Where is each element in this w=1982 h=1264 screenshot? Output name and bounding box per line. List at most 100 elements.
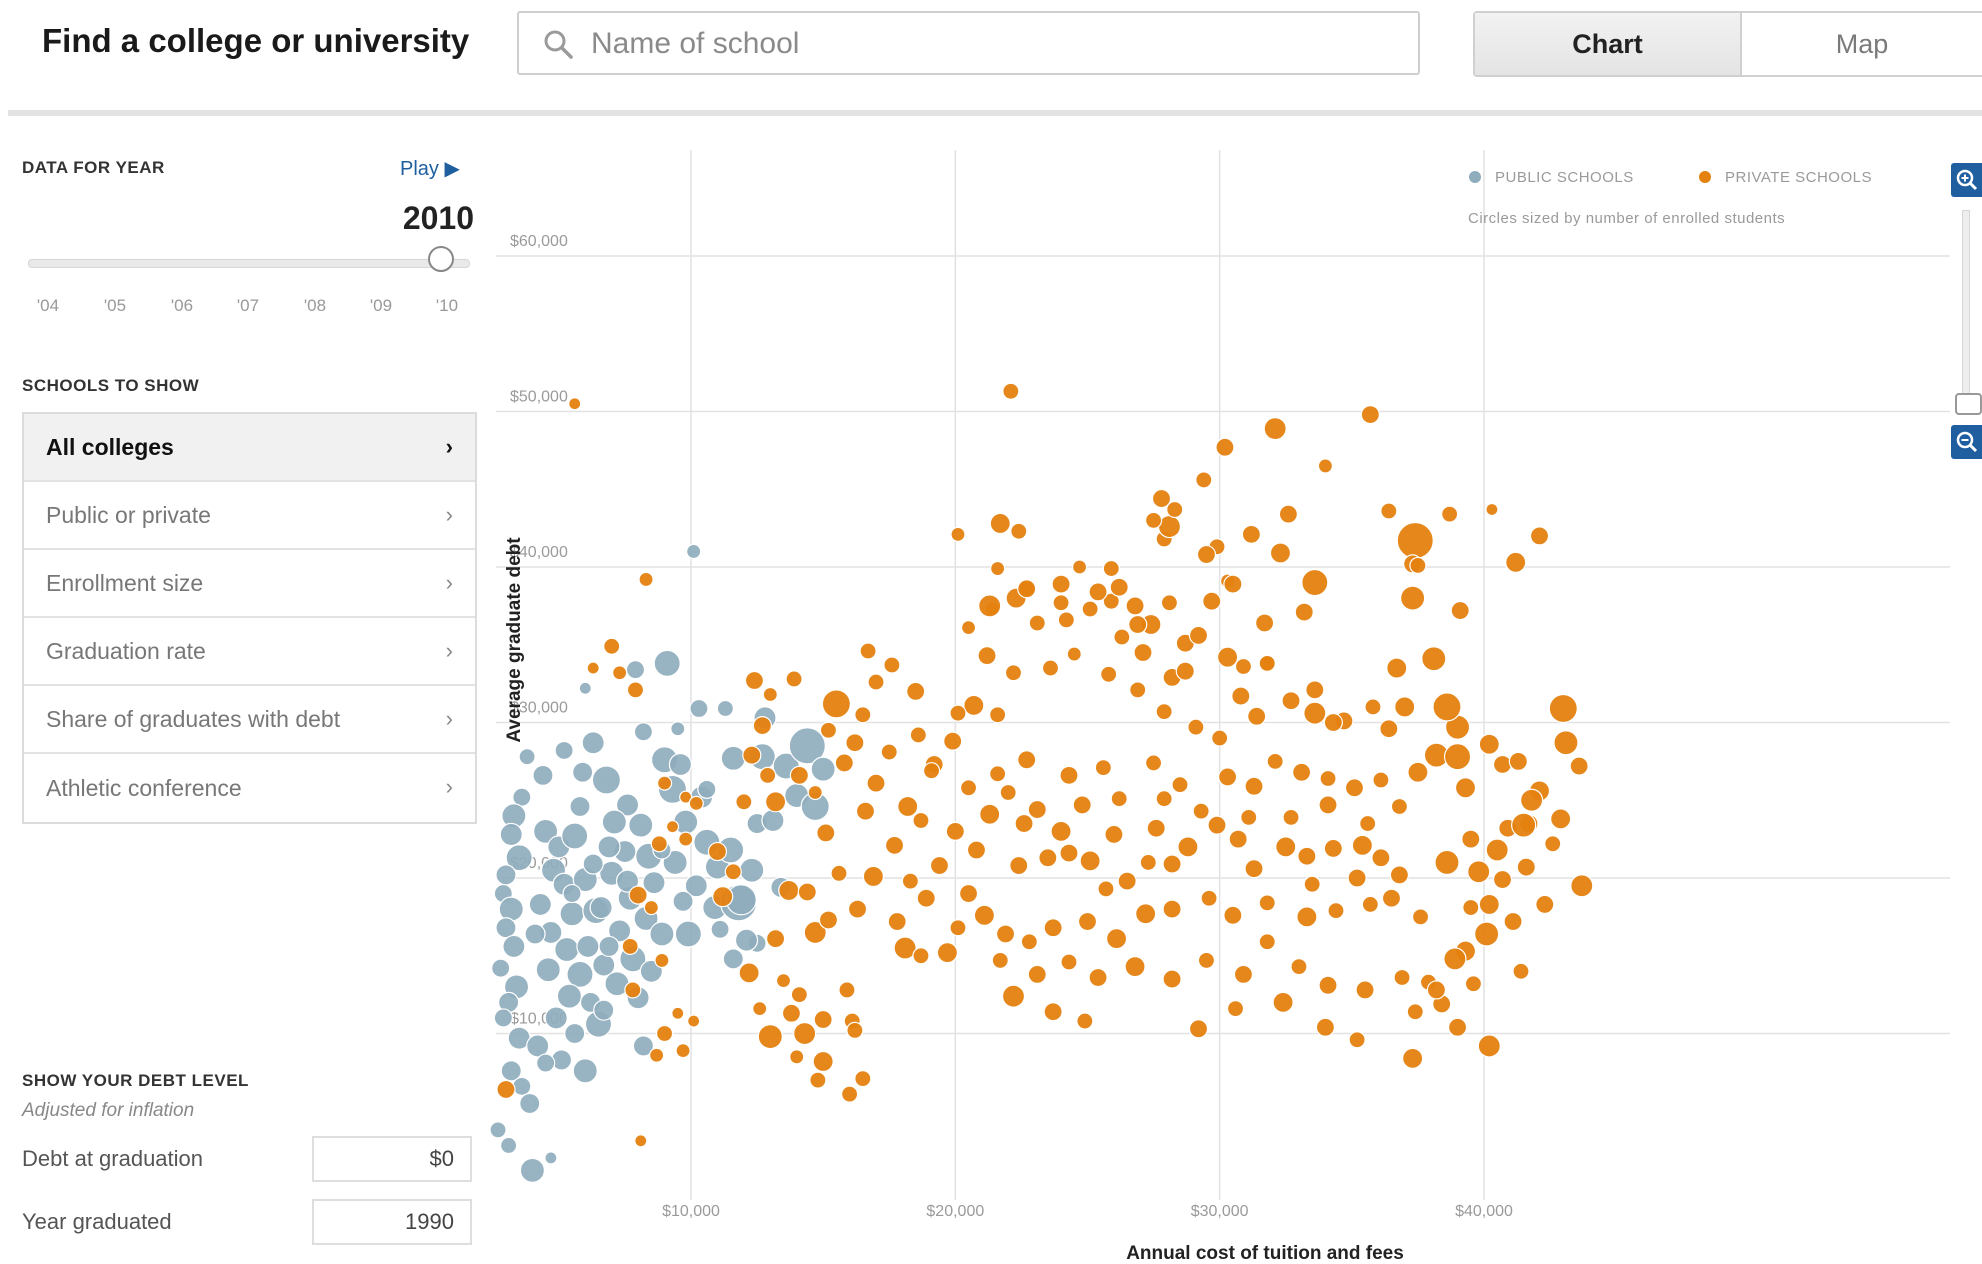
tab-map[interactable]: Map — [1835, 28, 1889, 59]
private-school-point — [1017, 579, 1037, 599]
private-school-point — [656, 775, 673, 791]
public-school-point — [662, 849, 688, 876]
public-school-point — [672, 890, 694, 912]
private-school-point — [958, 883, 979, 904]
filter-all-colleges[interactable]: All colleges › — [24, 414, 475, 482]
private-school-point — [847, 899, 868, 919]
tab-chart[interactable]: Chart — [1475, 13, 1742, 75]
filter-athletic-conference[interactable]: Athletic conference › — [24, 754, 475, 822]
private-school-point — [1278, 504, 1298, 524]
year-slider[interactable] — [28, 259, 470, 268]
private-school-point — [724, 863, 742, 881]
public-school-point — [642, 871, 666, 895]
year-graduated-field[interactable] — [312, 1199, 472, 1245]
public-school-point — [561, 822, 589, 850]
zoom-slider[interactable] — [1962, 210, 1970, 407]
private-school-point — [1155, 703, 1173, 721]
private-school-point — [655, 1024, 674, 1043]
private-school-point — [1443, 743, 1472, 771]
private-school-point — [859, 642, 877, 660]
page-title: Find a college or university — [42, 22, 470, 59]
year-slider-ticks: '04 '05 '06 '07 '08 '09 '10 — [30, 296, 470, 316]
private-school-point — [789, 765, 809, 785]
zoom-in-button[interactable] — [1951, 163, 1982, 197]
private-school-point — [1228, 829, 1248, 849]
public-school-point — [576, 934, 600, 959]
private-school-point — [1255, 613, 1275, 633]
private-school-point — [960, 620, 977, 636]
public-school-point — [495, 864, 517, 886]
debt-at-graduation-label: Debt at graduation — [22, 1146, 204, 1171]
private-school-point — [813, 1009, 833, 1030]
play-button[interactable]: Play ▶ — [400, 158, 460, 180]
private-school-point — [929, 855, 950, 876]
public-school-point — [489, 1121, 507, 1139]
private-school-point — [742, 745, 762, 765]
private-school-point — [612, 665, 628, 681]
x-tick-label: $30,000 — [1191, 1203, 1249, 1220]
private-school-point — [991, 951, 1009, 970]
private-school-point — [1569, 756, 1589, 776]
private-school-point — [671, 1006, 685, 1020]
public-school-point — [615, 793, 640, 817]
private-school-point — [1240, 808, 1258, 826]
public-school-point — [670, 721, 686, 737]
public-school-point — [633, 722, 654, 742]
private-school-point — [943, 731, 963, 751]
private-school-point — [1117, 871, 1137, 891]
private-school-point — [1231, 686, 1251, 706]
private-school-point — [1088, 967, 1108, 988]
private-school-point — [1027, 964, 1047, 985]
zoom-out-button[interactable] — [1951, 425, 1982, 459]
year-tick: '08 — [303, 296, 327, 315]
filter-share-with-debt[interactable]: Share of graduates with debt › — [24, 686, 475, 754]
private-school-point — [1001, 984, 1026, 1008]
y-axis-title: Average graduate debt — [504, 537, 525, 743]
private-school-point — [1223, 574, 1243, 594]
private-school-point — [1125, 596, 1145, 616]
private-school-point — [912, 811, 930, 830]
public-school-point — [499, 822, 523, 847]
filter-enrollment-size[interactable]: Enrollment size › — [24, 550, 475, 618]
private-school-point — [990, 560, 1006, 577]
private-school-point — [1234, 657, 1253, 676]
private-school-point — [1380, 502, 1398, 520]
private-school-point — [1361, 895, 1379, 914]
private-school-point — [916, 888, 936, 908]
private-school-point — [1052, 594, 1070, 612]
private-school-point — [679, 790, 693, 804]
private-school-point — [1305, 680, 1325, 700]
public-school-point — [720, 745, 746, 771]
filter-label: Graduation rate — [46, 637, 206, 664]
private-school-point — [1192, 802, 1210, 820]
private-school-point — [1043, 1002, 1063, 1022]
year-slider-handle[interactable] — [428, 246, 454, 272]
public-school-point — [491, 958, 511, 978]
header-divider — [8, 110, 1982, 116]
public-school-point — [668, 752, 693, 777]
public-school-point — [684, 874, 708, 898]
filter-graduation-rate[interactable]: Graduation rate › — [24, 618, 475, 686]
private-school-point — [880, 743, 898, 761]
search-box[interactable] — [517, 11, 1420, 75]
private-school-point — [1079, 850, 1101, 872]
private-school-point — [1319, 769, 1337, 788]
search-input[interactable] — [589, 21, 1393, 67]
private-school-point — [807, 784, 823, 801]
private-school-point — [838, 981, 856, 999]
private-school-point — [846, 1021, 864, 1039]
private-school-point — [854, 1069, 872, 1088]
private-school-point — [650, 835, 668, 853]
private-school-point — [1177, 836, 1199, 858]
public-school-point — [500, 1136, 518, 1155]
zoom-slider-handle[interactable] — [1955, 393, 1982, 415]
debt-at-graduation-field[interactable] — [312, 1136, 472, 1182]
public-school-point — [495, 917, 517, 939]
filter-public-or-private[interactable]: Public or private › — [24, 482, 475, 550]
private-school-point — [1195, 471, 1213, 489]
private-school-point — [1104, 824, 1124, 845]
private-school-point — [1028, 614, 1046, 632]
private-school-point — [1407, 761, 1429, 783]
private-school-point — [1294, 602, 1314, 622]
private-school-point — [1462, 898, 1480, 917]
